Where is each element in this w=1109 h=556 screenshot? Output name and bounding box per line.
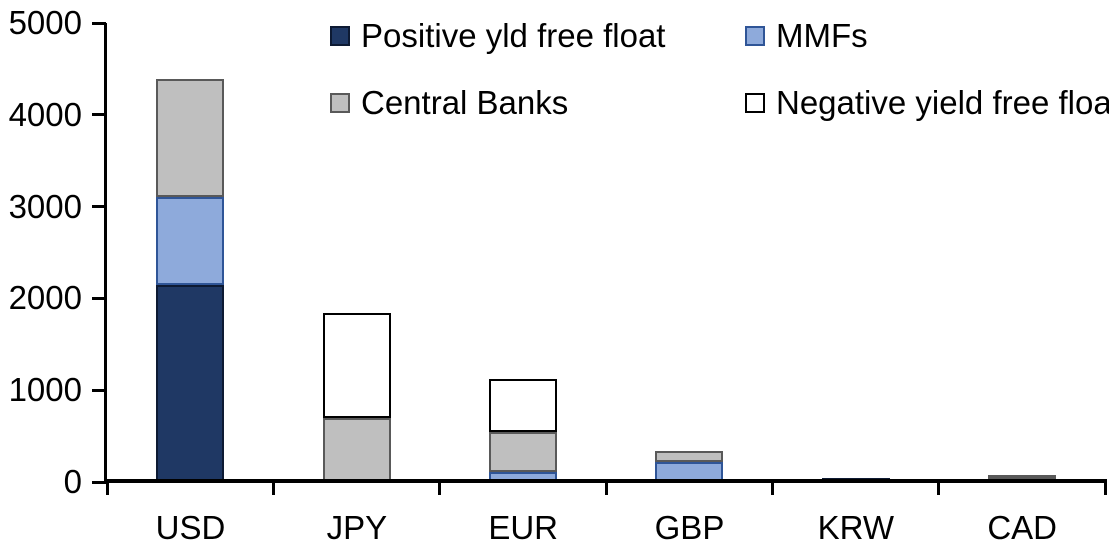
bar-segment-usd-central-banks — [156, 79, 225, 198]
x-axis-line — [104, 479, 1107, 483]
legend-swatch-positive-yld-free-float-icon — [330, 26, 350, 46]
legend-label: Central Banks — [361, 84, 569, 121]
bar-segment-jpy-central-banks — [322, 417, 391, 482]
x-axis-category-label: JPY — [326, 509, 388, 546]
y-axis-tick — [92, 296, 106, 300]
bar-segment-usd-mmfs — [156, 197, 225, 285]
y-axis-tick-label: 3000 — [8, 187, 82, 225]
x-axis-tick — [770, 483, 774, 495]
bar-segment-eur-central-banks — [488, 431, 557, 472]
y-axis-tick — [92, 205, 106, 209]
x-axis-tick — [105, 483, 109, 495]
y-axis-tick-label: 1000 — [8, 371, 82, 409]
x-axis-tick — [1103, 483, 1107, 495]
x-axis-tick — [937, 483, 941, 495]
y-axis-line — [104, 23, 107, 482]
y-axis-tick-label: 4000 — [8, 95, 82, 133]
x-axis-tick — [438, 483, 442, 495]
x-axis-tick — [271, 483, 275, 495]
bar-segment-eur-negative-yield-free-float — [488, 379, 557, 432]
bar-segment-gbp-central-banks — [655, 450, 724, 462]
x-axis-category-label: EUR — [488, 509, 558, 546]
y-axis-tick — [92, 480, 106, 484]
x-axis-category-label: KRW — [817, 509, 895, 546]
y-axis-tick — [92, 113, 106, 117]
legend-label: Negative yield free float — [776, 84, 1109, 121]
y-axis-tick — [92, 21, 106, 25]
x-axis-tick — [604, 483, 608, 495]
x-axis-category-label: USD — [155, 509, 226, 546]
legend-label: MMFs — [776, 17, 868, 54]
bar-segment-cad-central-banks — [987, 474, 1056, 479]
y-axis-tick-label: 2000 — [8, 279, 82, 317]
y-axis-tick-label: 0 — [63, 463, 82, 500]
legend-swatch-negative-yield-free-float-icon — [745, 93, 765, 113]
x-axis-category-label: CAD — [987, 509, 1057, 546]
x-axis-category-label: GBP — [654, 509, 725, 546]
y-axis-tick-label: 5000 — [8, 4, 82, 41]
legend-swatch-mmfs-icon — [745, 26, 765, 46]
y-axis-tick — [92, 388, 106, 392]
legend-swatch-central-banks-icon — [330, 93, 350, 113]
bar-segment-jpy-negative-yield-free-float — [322, 313, 391, 418]
bar-segment-usd-positive-yld-free-float — [156, 284, 225, 482]
legend-item-positive-yld-free-float: Positive yld free float — [330, 17, 666, 54]
legend-label: Positive yld free float — [361, 17, 666, 54]
legend-item-mmfs: MMFs — [745, 17, 868, 54]
legend-item-negative-yield-free-float: Negative yield free float — [745, 84, 1109, 121]
legend-item-central-banks: Central Banks — [330, 84, 569, 121]
